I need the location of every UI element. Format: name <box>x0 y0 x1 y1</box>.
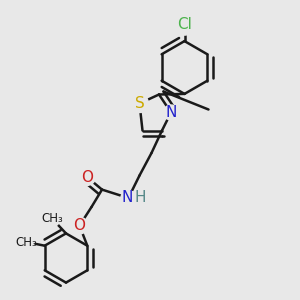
Text: Cl: Cl <box>177 17 192 32</box>
Text: CH₃: CH₃ <box>16 236 38 249</box>
Circle shape <box>71 217 88 234</box>
Text: N: N <box>121 190 133 206</box>
Circle shape <box>79 169 95 185</box>
Circle shape <box>19 235 34 250</box>
Text: N: N <box>165 105 177 120</box>
Circle shape <box>164 105 178 120</box>
Circle shape <box>121 190 136 206</box>
Text: S: S <box>135 96 144 111</box>
Circle shape <box>45 212 60 226</box>
Text: CH₃: CH₃ <box>42 212 63 226</box>
Circle shape <box>130 94 148 112</box>
Text: O: O <box>81 169 93 184</box>
Text: H: H <box>134 190 146 206</box>
Text: O: O <box>74 218 86 233</box>
Circle shape <box>174 14 195 35</box>
